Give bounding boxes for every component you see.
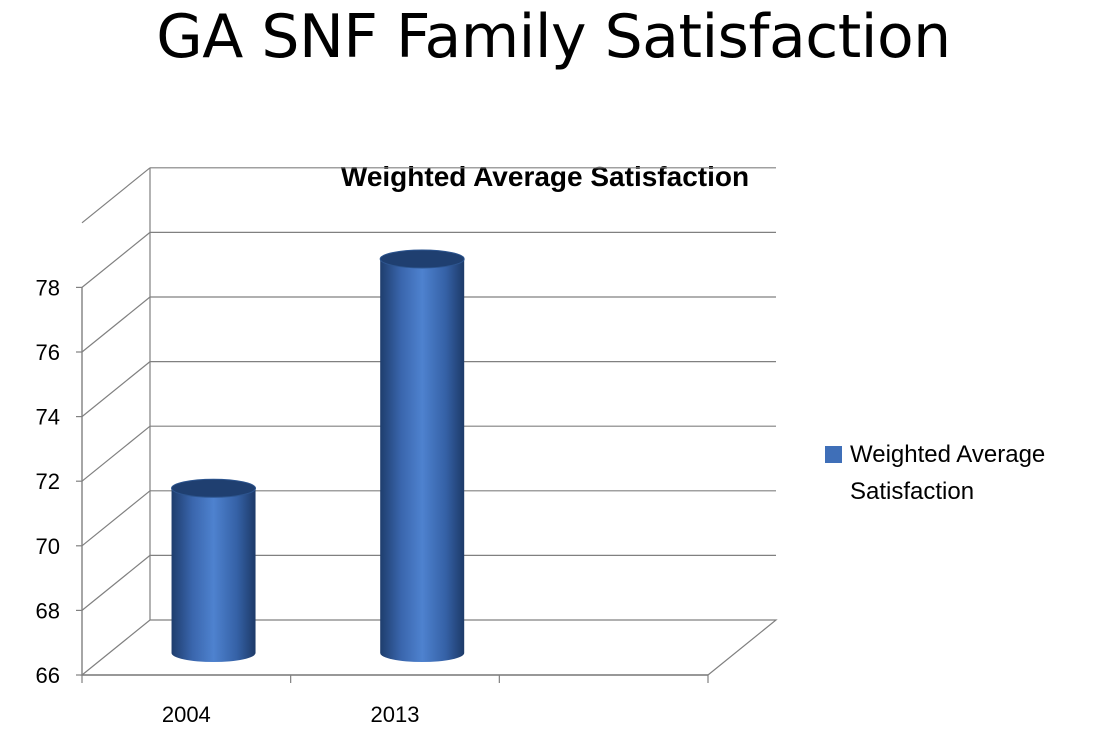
x-tick-labels: 2004 2013 bbox=[162, 702, 420, 727]
slide-title: GA SNF Family Satisfaction bbox=[156, 2, 951, 72]
side-gridline bbox=[81, 490, 151, 547]
side-gridline bbox=[81, 554, 151, 611]
y-tick-label: 68 bbox=[36, 598, 60, 623]
axes bbox=[76, 286, 709, 683]
side-gridline bbox=[81, 296, 151, 353]
y-tick-label: 76 bbox=[36, 340, 60, 365]
y-tick-label: 72 bbox=[36, 469, 60, 494]
side-gridline bbox=[81, 167, 151, 224]
side-gridline bbox=[81, 425, 151, 482]
side-gridline bbox=[81, 231, 151, 288]
bar-top bbox=[379, 249, 465, 269]
y-tick-label: 70 bbox=[36, 534, 60, 559]
legend-label-line-2: Satisfaction bbox=[850, 478, 974, 505]
y-tick-label: 66 bbox=[36, 663, 60, 688]
legend-swatch bbox=[825, 446, 842, 463]
bar-body bbox=[380, 258, 465, 662]
bar-top bbox=[171, 478, 257, 498]
chart-title: Weighted Average Satisfaction bbox=[341, 161, 749, 192]
legend-label: Weighted Average Satisfaction bbox=[850, 441, 1052, 505]
x-tick-label: 2013 bbox=[371, 702, 420, 727]
y-tick-labels: 66 68 70 72 74 76 78 bbox=[36, 275, 60, 688]
bar-body bbox=[171, 488, 256, 662]
x-tick-label: 2004 bbox=[162, 702, 211, 727]
bar bbox=[171, 478, 257, 662]
y-tick-label: 74 bbox=[36, 405, 60, 430]
bar bbox=[379, 249, 465, 662]
y-tick-label: 78 bbox=[36, 275, 60, 300]
legend-label-line-1: Weighted Average bbox=[850, 441, 1045, 468]
side-gridline bbox=[81, 361, 151, 418]
bars bbox=[171, 249, 465, 662]
legend: Weighted Average Satisfaction bbox=[825, 441, 1052, 505]
